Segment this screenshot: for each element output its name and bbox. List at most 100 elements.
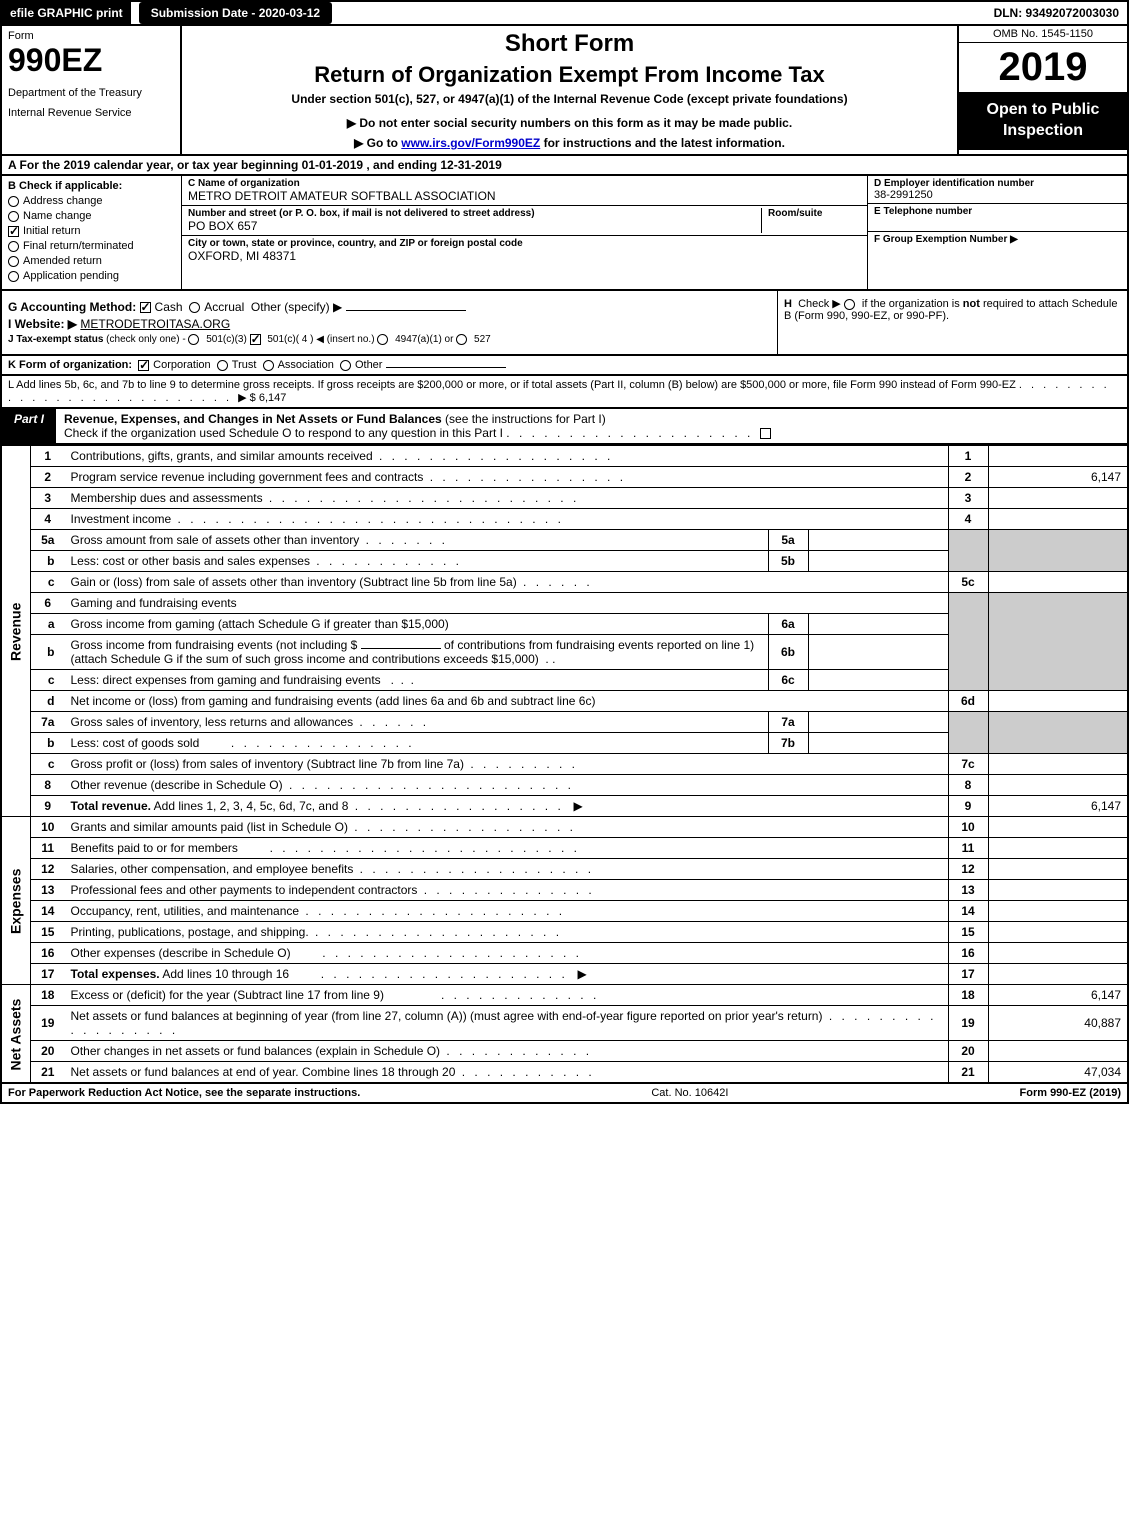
line-7b-sub: 7b	[768, 733, 808, 754]
trust-checkbox[interactable]	[217, 360, 228, 371]
assoc-label: Association	[278, 359, 334, 371]
line-20-val	[988, 1041, 1128, 1062]
line-14-desc: Occupancy, rent, utilities, and maintena…	[71, 904, 300, 918]
line-17-num: 17	[31, 964, 65, 985]
efile-print-button[interactable]: efile GRAPHIC print	[2, 2, 131, 24]
part1-header: Part I Revenue, Expenses, and Changes in…	[0, 409, 1129, 445]
line-5a-sub: 5a	[768, 530, 808, 551]
other-specify-input[interactable]	[346, 310, 466, 311]
line-21-num: 21	[31, 1062, 65, 1084]
line-7c-num: c	[31, 754, 65, 775]
link-prefix: ▶ Go to	[354, 136, 401, 150]
accrual-checkbox[interactable]	[189, 302, 200, 313]
line-6d-desc: Net income or (loss) from gaming and fun…	[65, 691, 949, 712]
line-4-desc: Investment income	[71, 512, 172, 526]
final-return-checkbox[interactable]	[8, 241, 19, 252]
line-1-num: 1	[31, 446, 65, 467]
dept-treasury: Department of the Treasury	[8, 87, 174, 99]
form-title: Return of Organization Exempt From Incom…	[192, 62, 947, 88]
corporation-checkbox[interactable]	[138, 360, 149, 371]
527-checkbox[interactable]	[456, 334, 467, 345]
amended-return-checkbox[interactable]	[8, 256, 19, 267]
line-6d-num: d	[31, 691, 65, 712]
line-21-desc: Net assets or fund balances at end of ye…	[71, 1065, 456, 1079]
line-10-val	[988, 817, 1128, 838]
line-7b-num: b	[31, 733, 65, 754]
street-label: Number and street (or P. O. box, if mail…	[188, 208, 761, 219]
line-7c-desc: Gross profit or (loss) from sales of inv…	[71, 757, 464, 771]
line-2-col: 2	[948, 467, 988, 488]
line-5b-subval	[808, 551, 948, 572]
header-center: Short Form Return of Organization Exempt…	[182, 26, 957, 154]
group-exemption-label: F Group Exemption Number ▶	[874, 234, 1121, 245]
chk-name: Name change	[23, 210, 92, 222]
other-org-checkbox[interactable]	[340, 360, 351, 371]
line-3-col: 3	[948, 488, 988, 509]
instructions-link-line: ▶ Go to www.irs.gov/Form990EZ for instru…	[192, 136, 947, 150]
line-5c-col: 5c	[948, 572, 988, 593]
line-6c-subval	[808, 670, 948, 691]
line-3-desc: Membership dues and assessments	[71, 491, 263, 505]
gh-row: G Accounting Method: Cash Accrual Other …	[0, 291, 1129, 356]
line-6a-desc: Gross income from gaming (attach Schedul…	[65, 614, 769, 635]
column-c: C Name of organization METRO DETROIT AMA…	[182, 176, 867, 289]
501c3-checkbox[interactable]	[188, 334, 199, 345]
line-1-col: 1	[948, 446, 988, 467]
line-1-desc: Contributions, gifts, grants, and simila…	[71, 449, 373, 463]
line-6b-sub: 6b	[768, 635, 808, 670]
line-5c-desc: Gain or (loss) from sale of assets other…	[71, 575, 517, 589]
line-13-desc: Professional fees and other payments to …	[71, 883, 418, 897]
footer-left: For Paperwork Reduction Act Notice, see …	[8, 1087, 360, 1099]
association-checkbox[interactable]	[263, 360, 274, 371]
irs-link[interactable]: www.irs.gov/Form990EZ	[401, 136, 540, 150]
ein-value: 38-2991250	[874, 189, 1121, 201]
line-9-col: 9	[948, 796, 988, 817]
initial-return-checkbox[interactable]	[8, 226, 19, 237]
other-org-input[interactable]	[386, 367, 506, 368]
open-to-public: Open to Public Inspection	[959, 92, 1127, 150]
line-15-desc: Printing, publications, postage, and shi…	[71, 925, 309, 939]
line-10-num: 10	[31, 817, 65, 838]
line-5b-sub: 5b	[768, 551, 808, 572]
name-change-checkbox[interactable]	[8, 211, 19, 222]
part1-check-line: Check if the organization used Schedule …	[64, 426, 503, 440]
line-6a-num: a	[31, 614, 65, 635]
line-3-val	[988, 488, 1128, 509]
line-2-desc: Program service revenue including govern…	[71, 470, 424, 484]
4947-checkbox[interactable]	[377, 334, 388, 345]
line-21-val: 47,034	[988, 1062, 1128, 1084]
column-d: D Employer identification number 38-2991…	[867, 176, 1127, 289]
line-20-num: 20	[31, 1041, 65, 1062]
h-checkbox[interactable]	[844, 299, 855, 310]
line-5a-desc: Gross amount from sale of assets other t…	[71, 533, 360, 547]
city-value: OXFORD, MI 48371	[188, 249, 861, 263]
line-10-col: 10	[948, 817, 988, 838]
link-suffix: for instructions and the latest informat…	[540, 136, 785, 150]
header-right: OMB No. 1545-1150 2019 Open to Public In…	[957, 26, 1127, 154]
row-k: K Form of organization: Corporation Trus…	[0, 356, 1129, 376]
line-5a-num: 5a	[31, 530, 65, 551]
line-7c-col: 7c	[948, 754, 988, 775]
schedule-o-checkbox[interactable]	[760, 428, 771, 439]
line-13-col: 13	[948, 880, 988, 901]
line-15-val	[988, 922, 1128, 943]
application-pending-checkbox[interactable]	[8, 271, 19, 282]
org-name: METRO DETROIT AMATEUR SOFTBALL ASSOCIATI…	[188, 189, 861, 203]
main-table: Revenue 1 Contributions, gifts, grants, …	[0, 445, 1129, 1084]
line-20-col: 20	[948, 1041, 988, 1062]
l-text: L Add lines 5b, 6c, and 7b to line 9 to …	[8, 379, 1016, 391]
page-footer: For Paperwork Reduction Act Notice, see …	[0, 1084, 1129, 1104]
phone-label: E Telephone number	[874, 206, 1121, 217]
cash-checkbox[interactable]	[140, 302, 151, 313]
short-form-title: Short Form	[192, 30, 947, 58]
footer-right: Form 990-EZ (2019)	[1020, 1087, 1122, 1099]
line-6c-sub: 6c	[768, 670, 808, 691]
line-18-desc: Excess or (deficit) for the year (Subtra…	[71, 988, 384, 1002]
k-label: K Form of organization:	[8, 359, 132, 371]
line-6-desc: Gaming and fundraising events	[65, 593, 949, 614]
line-5c-num: c	[31, 572, 65, 593]
website-value[interactable]: METRODETROITASA.ORG	[80, 317, 230, 331]
line-7a-num: 7a	[31, 712, 65, 733]
501c-checkbox[interactable]	[250, 334, 261, 345]
address-change-checkbox[interactable]	[8, 196, 19, 207]
